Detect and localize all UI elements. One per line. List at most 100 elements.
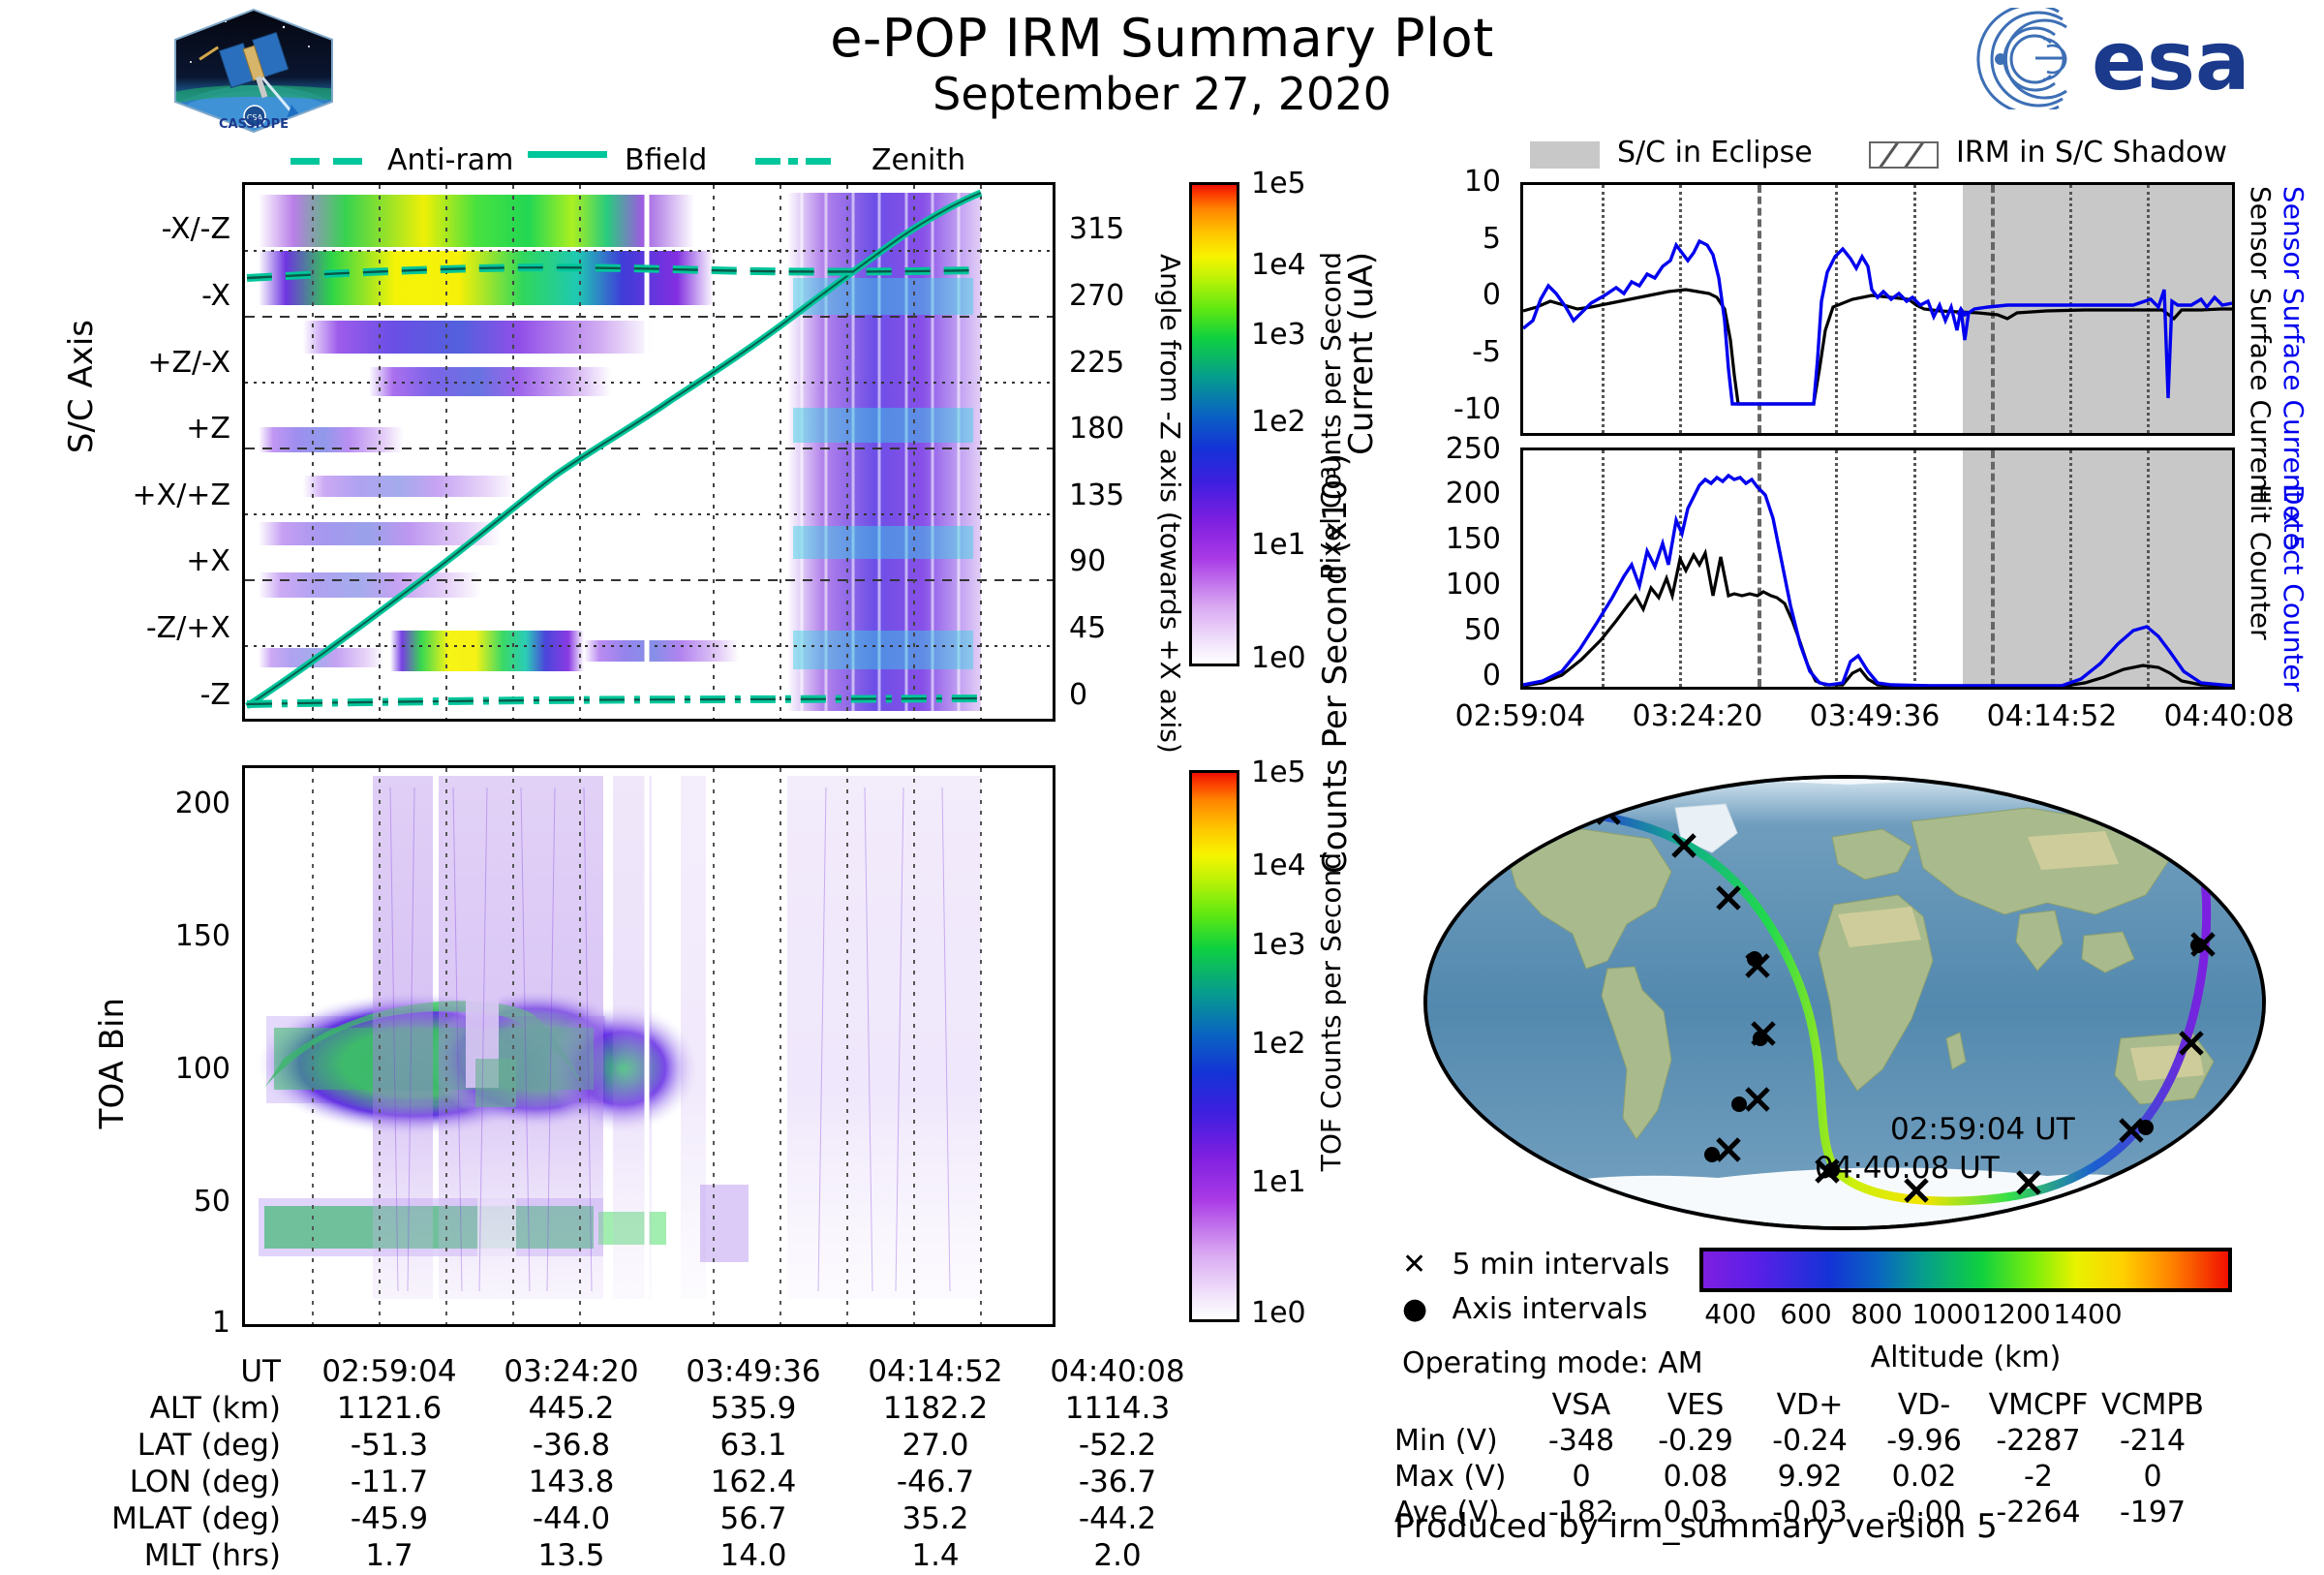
volt-col-1: VES bbox=[1667, 1388, 1725, 1422]
volt-row-label-0: Min (V) bbox=[1394, 1424, 1498, 1458]
legend-label-zenith: Zenith bbox=[872, 143, 966, 177]
eph-cell-0-1: 03:24:20 bbox=[504, 1354, 639, 1389]
table-row: MLT (hrs) 1.7 13.5 14.0 1.4 2.0 bbox=[58, 1538, 1208, 1575]
eclipse-shading-counts bbox=[1962, 450, 2232, 687]
volt-cell-1-1: 0.08 bbox=[1663, 1460, 1728, 1494]
alt-tick-3: 1000 bbox=[1911, 1298, 1981, 1330]
toa-ytick-3: 50 bbox=[193, 1185, 230, 1219]
spectrogram-colorbar bbox=[1189, 182, 1239, 666]
ts-xtick-1: 03:24:20 bbox=[1632, 699, 1763, 733]
volt-col-5: VCMPB bbox=[2100, 1388, 2205, 1422]
volt-col-0: VSA bbox=[1551, 1388, 1611, 1422]
volt-cell-0-3: -9.96 bbox=[1886, 1424, 1962, 1458]
counts-ylabel: Counts Per Second (x10³) bbox=[1316, 453, 1355, 874]
cassiope-logo-text: CASSIOPE bbox=[219, 117, 289, 132]
cassiope-logo: CSA CASSIOPE bbox=[169, 8, 339, 134]
eph-row-label-2: LAT (deg) bbox=[137, 1428, 281, 1463]
legend-swatch-zenith bbox=[755, 151, 831, 170]
legend-label-shadow: IRM in S/C Shadow bbox=[1956, 136, 2228, 170]
volt-cell-2-1: 0.03 bbox=[1663, 1496, 1728, 1529]
counts-ytick-3: 100 bbox=[1445, 568, 1501, 602]
volt-cell-0-5: -214 bbox=[2119, 1424, 2186, 1458]
current-right-label-black: Sensor Surface Current bbox=[2245, 186, 2277, 502]
volt-cell-2-4: -2264 bbox=[1996, 1496, 2081, 1529]
altitude-colorbar-label: Altitude (km) bbox=[1870, 1341, 2062, 1374]
eph-cell-1-1: 445.2 bbox=[528, 1391, 615, 1426]
eph-cell-4-2: 56.7 bbox=[719, 1501, 787, 1536]
spec-ytick-r-0: 315 bbox=[1069, 212, 1125, 246]
legend-swatch-anti-ram bbox=[290, 151, 362, 170]
alt-tick-4: 1200 bbox=[1981, 1298, 2051, 1330]
alt-tick-5: 1400 bbox=[2053, 1298, 2123, 1330]
eph-cell-2-2: 63.1 bbox=[719, 1428, 787, 1463]
spec-ytick-1: -X bbox=[201, 279, 230, 313]
counts-ytick-1: 200 bbox=[1445, 477, 1501, 510]
current-ytick-1: 5 bbox=[1482, 222, 1501, 256]
eph-row-label-0: UT bbox=[240, 1354, 281, 1389]
eph-cell-1-2: 535.9 bbox=[710, 1391, 797, 1426]
volt-cell-2-5: -197 bbox=[2119, 1496, 2186, 1529]
spec-ytick-r-6: 45 bbox=[1069, 611, 1107, 645]
eph-cell-4-4: -44.2 bbox=[1078, 1501, 1157, 1536]
spec-ytick-6: -Z/+X bbox=[145, 611, 230, 645]
eph-cell-3-4: -36.7 bbox=[1078, 1465, 1157, 1499]
table-row: UT 02:59:04 03:24:20 03:49:36 04:14:52 0… bbox=[58, 1354, 1208, 1391]
spectrogram-ylabel-right: Angle from -Z axis (towards +X axis) bbox=[1154, 254, 1186, 754]
eph-cell-2-0: -51.3 bbox=[350, 1428, 429, 1463]
table-row: LAT (deg) -51.3 -36.8 63.1 27.0 -52.2 bbox=[58, 1428, 1208, 1465]
spec-ytick-2: +Z/-X bbox=[147, 346, 230, 380]
spectrogram-plot bbox=[242, 182, 1055, 722]
eph-cell-3-2: 162.4 bbox=[710, 1465, 797, 1499]
spec-cbar-tick-2: 1e3 bbox=[1251, 318, 1306, 352]
spec-ytick-r-5: 90 bbox=[1069, 544, 1107, 578]
eph-cell-1-4: 1114.3 bbox=[1064, 1391, 1171, 1426]
legend-label-anti-ram: Anti-ram bbox=[387, 143, 514, 177]
axis-interval-markers bbox=[1704, 938, 2206, 1178]
eph-cell-4-3: 35.2 bbox=[902, 1501, 969, 1536]
toa-cbar-tick-5: 1e0 bbox=[1251, 1296, 1306, 1330]
legend-swatch-bfield bbox=[528, 151, 607, 158]
counts-ytick-2: 150 bbox=[1445, 522, 1501, 556]
map-legend-label-axis: Axis intervals bbox=[1452, 1292, 1648, 1326]
spec-ytick-r-4: 135 bbox=[1069, 479, 1125, 512]
svg-text:CSA: CSA bbox=[247, 113, 263, 122]
eph-cell-5-0: 1.7 bbox=[365, 1538, 413, 1573]
footer-text: Produced by irm_summary version 5 bbox=[1394, 1507, 1998, 1546]
volt-cell-0-4: -2287 bbox=[1996, 1424, 2081, 1458]
eph-cell-1-0: 1121.6 bbox=[336, 1391, 443, 1426]
toa-ytick-4: 1 bbox=[211, 1306, 230, 1340]
toa-bin-plot bbox=[242, 765, 1055, 1327]
counts-right-label-black: Hit Counter bbox=[2245, 484, 2277, 640]
toa-cbar-tick-4: 1e1 bbox=[1251, 1165, 1306, 1199]
eph-cell-2-3: 27.0 bbox=[902, 1428, 969, 1463]
spec-cbar-tick-0: 1e5 bbox=[1251, 167, 1306, 201]
table-row: LON (deg) -11.7 143.8 162.4 -46.7 -36.7 bbox=[58, 1465, 1208, 1501]
table-row: Min (V) -348 -0.29 -0.24 -9.96 -2287 -21… bbox=[1394, 1423, 2210, 1459]
current-ytick-4: -10 bbox=[1453, 392, 1501, 426]
ts-xtick-3: 04:14:52 bbox=[1986, 699, 2118, 733]
volt-col-3: VD- bbox=[1897, 1388, 1951, 1422]
counts-ytick-5: 0 bbox=[1482, 659, 1501, 693]
alt-tick-2: 800 bbox=[1850, 1298, 1903, 1330]
eph-row-label-1: ALT (km) bbox=[149, 1391, 281, 1426]
eph-cell-3-1: 143.8 bbox=[528, 1465, 615, 1499]
spec-ytick-5: +X bbox=[186, 544, 230, 578]
toa-cbar-tick-3: 1e2 bbox=[1251, 1027, 1306, 1061]
volt-cell-0-1: -0.29 bbox=[1658, 1424, 1733, 1458]
legend-label-eclipse: S/C in Eclipse bbox=[1617, 136, 1813, 170]
eph-row-label-3: LON (deg) bbox=[129, 1465, 281, 1499]
eph-cell-4-1: -44.0 bbox=[532, 1501, 611, 1536]
spec-cbar-tick-1: 1e4 bbox=[1251, 248, 1306, 282]
spec-ytick-0: -X/-Z bbox=[161, 212, 230, 246]
spec-cbar-tick-3: 1e2 bbox=[1251, 405, 1306, 439]
spec-ytick-3: +Z bbox=[186, 412, 230, 446]
current-ytick-3: -5 bbox=[1472, 335, 1501, 369]
volt-cell-1-2: 9.92 bbox=[1777, 1460, 1843, 1494]
toa-cbar-tick-2: 1e3 bbox=[1251, 928, 1306, 962]
eph-cell-1-3: 1182.2 bbox=[882, 1391, 989, 1426]
volt-row-label-2: Ave (V) bbox=[1394, 1496, 1500, 1529]
volt-cell-1-3: 0.02 bbox=[1891, 1460, 1957, 1494]
spectrogram-legend: Anti-ram Bfield Zenith bbox=[290, 143, 1055, 180]
ts-xtick-0: 02:59:04 bbox=[1454, 699, 1586, 733]
volt-cell-1-4: -2 bbox=[2024, 1460, 2053, 1494]
